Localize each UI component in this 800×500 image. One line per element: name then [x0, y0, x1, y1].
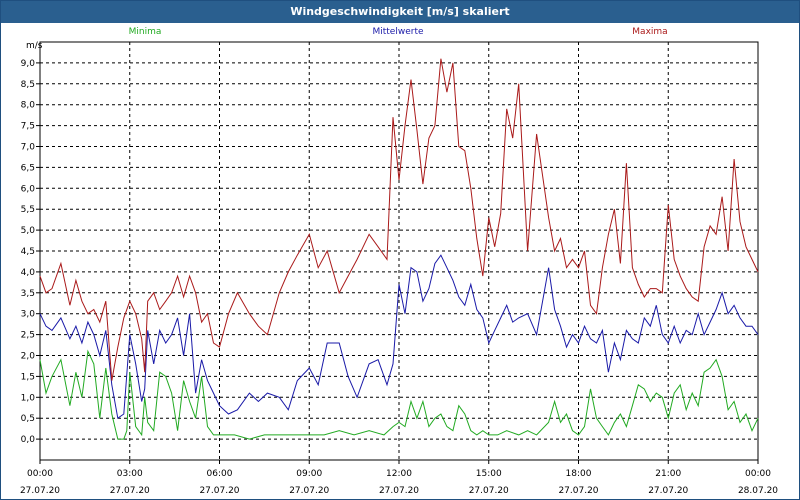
y-tick-label: 5,0 [21, 226, 36, 236]
x-tick-time-label: 06:00 [207, 469, 233, 479]
x-tick-time-label: 15:00 [476, 469, 502, 479]
x-tick-time-label: 03:00 [117, 469, 143, 479]
y-tick-label: 2,0 [21, 352, 36, 362]
y-tick-label: 6,5 [21, 163, 35, 173]
x-tick-time-label: 18:00 [566, 469, 592, 479]
x-axis-ticks: 00:00 27.07.20 03:00 27.07.20 06:00 27.07.20 0… [20, 460, 778, 496]
x-tick-date-label: 27.07.20 [199, 486, 239, 496]
y-tick-label: 8,0 [21, 101, 36, 111]
x-tick-time-label: 09:00 [296, 469, 322, 479]
x-tick-date-label: 27.07.20 [469, 486, 509, 496]
y-tick-label: 2,5 [21, 331, 35, 341]
y-axis-label: m/s [26, 41, 43, 51]
x-tick-date-label: 27.07.20 [289, 486, 329, 496]
legend-entry-minima: Minima [129, 27, 162, 37]
x-tick-time-label: 00:00 [27, 469, 53, 479]
y-tick-label: 4,0 [21, 268, 36, 278]
series-line-maxima [39, 58, 759, 381]
x-tick-date-label: 27.07.20 [648, 486, 688, 496]
y-tick-label: 8,5 [21, 80, 35, 90]
window-title: Windgeschwindigkeit [m/s] skaliert [1, 1, 799, 23]
y-axis-ticks: 0,0 0,5 1,0 1,5 2,0 2,5 3,0 3,5 4,0 4,5 5,0 5,5 6,0 6… [21, 59, 40, 445]
series-line-mittelwerte [39, 254, 759, 420]
legend-entry-mittelwerte: Mittelwerte [372, 27, 423, 37]
y-tick-label: 1,0 [21, 393, 36, 403]
y-tick-label: 4,5 [21, 247, 35, 257]
y-tick-label: 5,5 [21, 205, 35, 215]
y-tick-label: 0,0 [21, 435, 36, 445]
y-tick-label: 1,5 [21, 372, 35, 382]
y-tick-label: 9,0 [21, 59, 36, 69]
x-tick-time-label: 21:00 [655, 469, 681, 479]
x-tick-date-label: 27.07.20 [20, 486, 60, 496]
x-tick-date-label: 27.07.20 [379, 486, 419, 496]
y-tick-label: 7,0 [21, 143, 36, 153]
legend: Minima Mittelwerte Maxima [129, 27, 668, 37]
y-tick-label: 0,5 [21, 414, 35, 424]
x-tick-time-label: 12:00 [386, 469, 412, 479]
y-tick-label: 6,0 [21, 184, 36, 194]
y-tick-label: 3,5 [21, 289, 35, 299]
x-tick-date-label: 28.07.20 [738, 486, 778, 496]
legend-entry-maxima: Maxima [632, 27, 667, 37]
y-tick-label: 7,5 [21, 122, 35, 132]
x-tick-date-label: 27.07.20 [110, 486, 150, 496]
x-tick-date-label: 27.07.20 [558, 486, 598, 496]
series-lines [39, 58, 759, 440]
series-line-minima [39, 349, 759, 440]
grid-lines [40, 42, 758, 460]
x-tick-time-label: 00:00 [745, 469, 771, 479]
y-tick-label: 3,0 [21, 310, 36, 320]
